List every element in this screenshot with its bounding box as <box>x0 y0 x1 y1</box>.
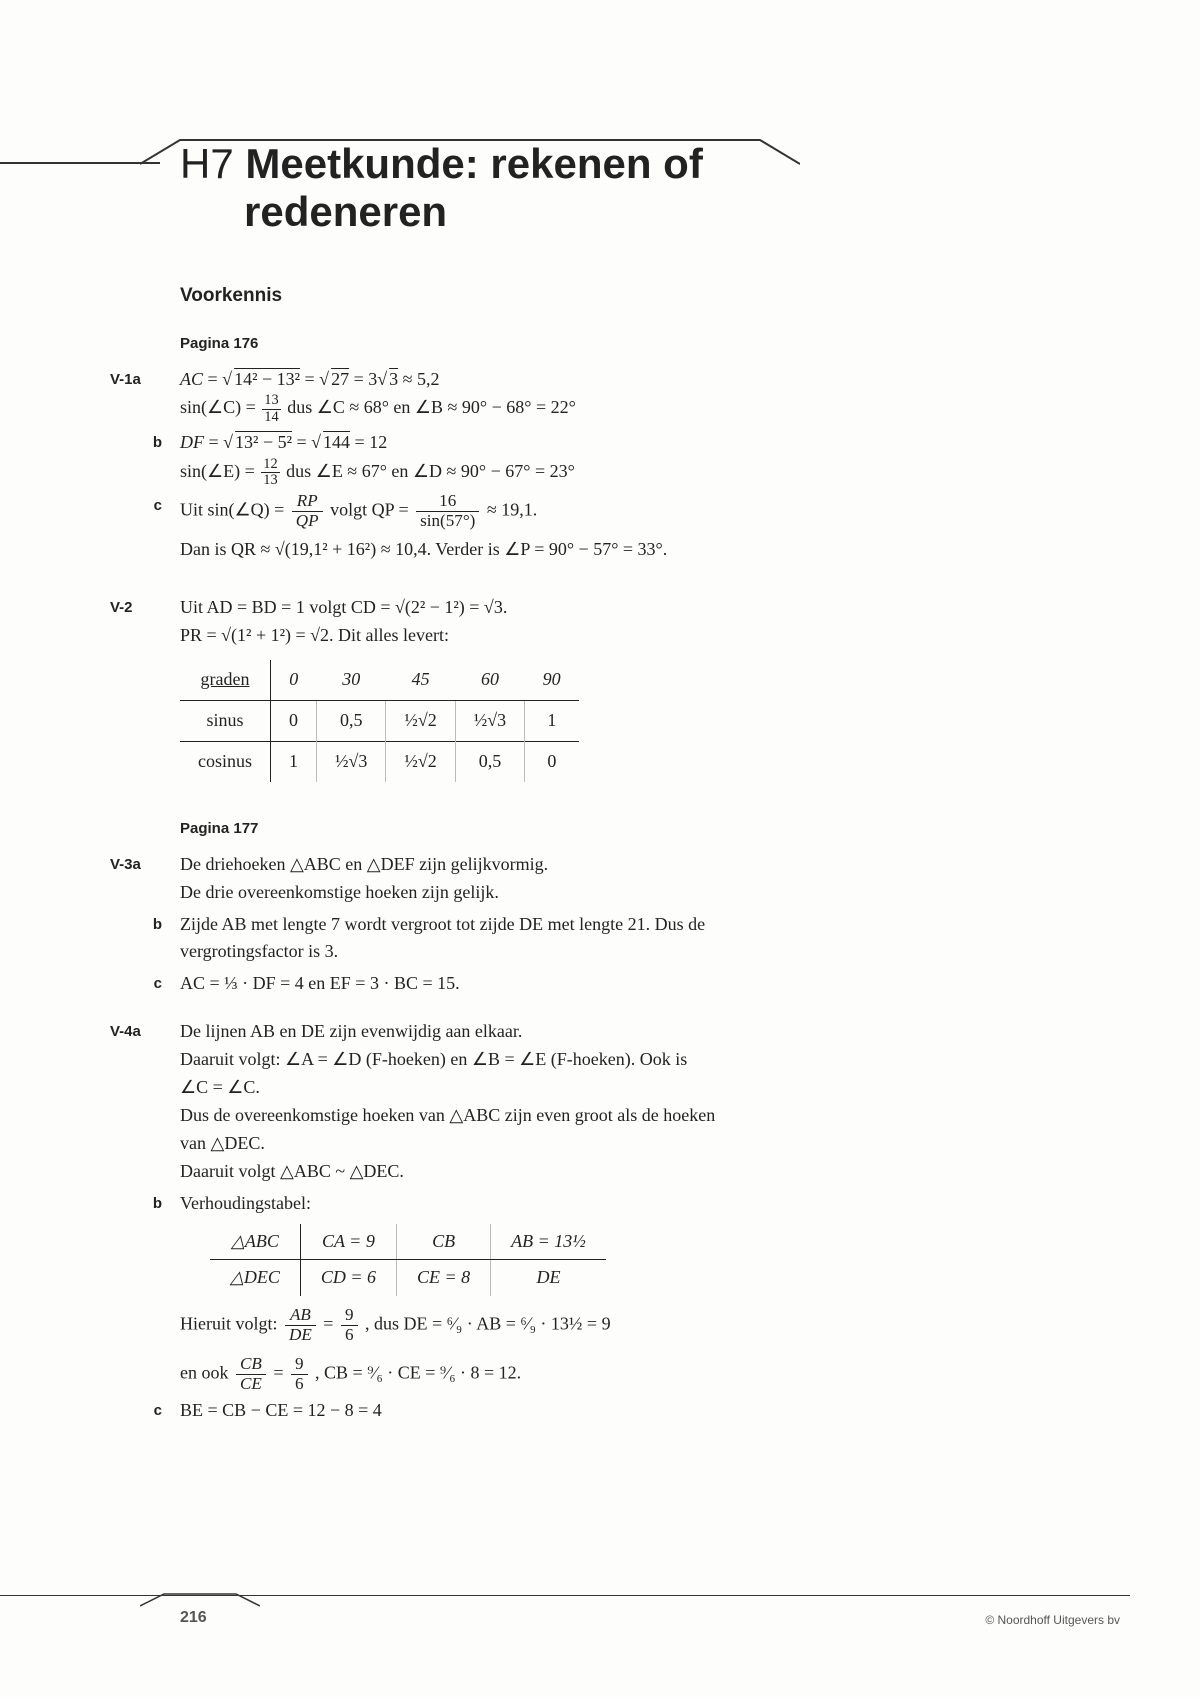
exercise-body: Verhoudingstabel: △ABC CA = 9 CB AB = 13… <box>180 1190 1110 1394</box>
table-header: 90 <box>525 660 579 700</box>
table-header: 0 <box>271 660 317 700</box>
exercise-label: b <box>90 429 180 488</box>
exercise-v1c: c Uit sin(∠Q) = RPQP volgt QP = 16sin(57… <box>90 492 1110 564</box>
exercise-body: BE = CB − CE = 12 − 8 = 4 <box>180 1397 1110 1425</box>
exercise-v3c: c AC = ⅓ · DF = 4 en EF = 3 · BC = 15. <box>90 970 1110 998</box>
exercise-body: Zijde AB met lengte 7 wordt vergroot tot… <box>180 911 1110 967</box>
chapter-title: H7 Meetkunde: rekenen of redeneren <box>180 140 1110 237</box>
exercise-label: c <box>90 970 180 998</box>
table-header: 60 <box>455 660 524 700</box>
copyright-text: © Noordhoff Uitgevers bv <box>985 1613 1120 1627</box>
exercise-body: AC = 14² − 13² = 27 = 33 ≈ 5,2 sin(∠C) =… <box>180 366 1110 425</box>
chapter-prefix: H7 <box>180 140 234 187</box>
exercise-body: AC = ⅓ · DF = 4 en EF = 3 · BC = 15. <box>180 970 1110 998</box>
trig-table: graden 0 30 45 60 90 sinus 0 0,5 ½√2 ½√3… <box>180 660 579 782</box>
textbook-page: H7 Meetkunde: rekenen of redeneren Voork… <box>0 0 1200 1697</box>
exercise-v4a: V-4a De lijnen AB en DE zijn evenwijdig … <box>90 1018 1110 1185</box>
exercise-label: V-2 <box>90 594 180 791</box>
chapter-title-block: H7 Meetkunde: rekenen of redeneren <box>160 140 1110 237</box>
table-header: 30 <box>317 660 386 700</box>
exercise-v4c: c BE = CB − CE = 12 − 8 = 4 <box>90 1397 1110 1425</box>
exercise-label: c <box>90 1397 180 1425</box>
text: dus ∠C ≈ 68° en ∠B ≈ 90° − 68° = 22° <box>287 397 576 417</box>
exercise-label: b <box>90 1190 180 1394</box>
exercise-label: c <box>90 492 180 564</box>
exercise-label: V-4a <box>90 1018 180 1185</box>
table-header: 45 <box>386 660 455 700</box>
exercise-v4b: b Verhoudingstabel: △ABC CA = 9 CB AB = … <box>90 1190 1110 1394</box>
exercise-v1a: V-1a AC = 14² − 13² = 27 = 33 ≈ 5,2 sin(… <box>90 366 1110 425</box>
page-ref-177: Pagina 177 <box>180 820 1110 837</box>
exercise-body: De driehoeken △ABC en △DEF zijn gelijkvo… <box>180 851 1110 907</box>
exercise-v3a: V-3a De driehoeken △ABC en △DEF zijn gel… <box>90 851 1110 907</box>
section-voorkennis: Voorkennis <box>180 285 1110 307</box>
page-ref-176: Pagina 176 <box>180 335 1110 352</box>
page-footer: 216 © Noordhoff Uitgevers bv <box>90 1609 1120 1627</box>
exercise-body: DF = 13² − 5² = 144 = 12 sin(∠E) = 1213 … <box>180 429 1110 488</box>
exercise-label: V-1a <box>90 366 180 425</box>
text: sin(∠C) = <box>180 397 260 417</box>
table-row: △ABC CA = 9 CB AB = 13½ <box>210 1224 606 1260</box>
footer-bracket-icon <box>140 1592 260 1612</box>
exercise-body: De lijnen AB en DE zijn evenwijdig aan e… <box>180 1018 1110 1185</box>
table-row: cosinus 1 ½√3 ½√2 0,5 0 <box>180 741 579 781</box>
exercise-v3b: b Zijde AB met lengte 7 wordt vergroot t… <box>90 911 1110 967</box>
exercise-v2: V-2 Uit AD = BD = 1 volgt CD = √(2² − 1²… <box>90 594 1110 791</box>
exercise-label: V-3a <box>90 851 180 907</box>
table-row: sinus 0 0,5 ½√2 ½√3 1 <box>180 701 579 742</box>
chapter-title-line1: Meetkunde: rekenen of <box>245 140 702 187</box>
chapter-title-line2: redeneren <box>244 188 447 235</box>
table-header-row: graden 0 30 45 60 90 <box>180 660 579 700</box>
table-header: graden <box>180 660 271 700</box>
exercise-body: Uit AD = BD = 1 volgt CD = √(2² − 1²) = … <box>180 594 1110 791</box>
ratio-table: △ABC CA = 9 CB AB = 13½ △DEC CD = 6 CE =… <box>210 1224 606 1297</box>
exercise-label: b <box>90 911 180 967</box>
exercise-body: Uit sin(∠Q) = RPQP volgt QP = 16sin(57°)… <box>180 492 1110 564</box>
title-rule-left <box>0 162 160 164</box>
exercise-v1b: b DF = 13² − 5² = 144 = 12 sin(∠E) = 121… <box>90 429 1110 488</box>
table-row: △DEC CD = 6 CE = 8 DE <box>210 1260 606 1296</box>
